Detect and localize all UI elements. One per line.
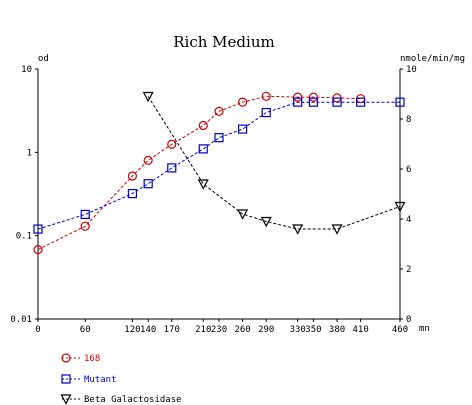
legend: 168 Mutant Beta Galactosidase [60,353,182,405]
data-point-168 [127,171,138,181]
data-point-168 [214,106,224,116]
data-point-beta-galactosidase [292,224,304,235]
series-line-168 [37,95,361,251]
data-point-mutant [395,97,405,107]
right-axis-ticks: 0 2 4 6 8 10 [400,65,417,325]
x-tick-label: 210 [195,325,211,335]
x-tick-label: 290 [258,325,274,335]
y-left-axis-label: od [38,54,49,64]
data-point-168 [167,139,177,149]
y-right-axis-label: nmole/min/mg [400,54,465,64]
y-right-tick-label: 8 [406,115,411,125]
y-right-tick-label: 6 [406,165,411,175]
data-point-168 [238,97,248,107]
data-point-beta-galactosidase [142,91,154,103]
y-right-tick-label: 4 [406,215,411,225]
data-point-beta-galactosidase [394,201,406,213]
data-point-mutant [127,188,138,199]
y-right-tick-label: 10 [406,65,417,75]
data-point-mutant [332,97,342,107]
y-left-tick-label: 0.01 [10,315,32,325]
data-point-beta-galactosidase [197,179,209,190]
x-tick-label: 60 [80,325,91,335]
x-tick-label: 120 [124,325,140,335]
data-point-mutant [356,97,366,107]
x-tick-label: 330 [290,325,306,335]
series-line-mutant [37,101,400,230]
chart-title: Rich Medium [173,33,274,51]
legend-label-168: 168 [84,354,100,364]
data-point-168 [293,92,303,102]
data-point-mutant [167,163,177,173]
x-tick-label: 140 [140,325,156,335]
y-left-tick-label: 10 [21,65,32,75]
x-axis-unit-label: mn [419,324,430,334]
legend-label-mutant: Mutant [84,375,117,385]
data-point-mutant [238,124,248,134]
x-tick-label: 460 [392,325,408,335]
legend-label-beta-galactosidase: Beta Galactosidase [84,395,182,405]
x-tick-label: 230 [211,325,227,335]
x-tick-label: 380 [329,325,345,335]
x-tick-label: 170 [164,325,180,335]
data-point-mutant [198,144,208,154]
y-right-tick-label: 2 [406,265,411,275]
data-point-168 [261,91,271,101]
series-layer [33,91,406,255]
x-tick-label: 0 [35,325,40,335]
data-point-168 [80,221,90,231]
data-point-168 [198,120,208,131]
data-point-mutant [214,133,224,143]
data-point-mutant [33,224,43,234]
data-point-168 [143,155,153,166]
data-point-168 [308,92,319,102]
data-point-168 [33,245,43,255]
x-axis-ticks: 0 60 120 140 170 210 230 260 290 330 350 380 410 460 [35,319,408,335]
y-right-tick-label: 0 [406,315,411,325]
data-point-mutant [80,209,90,219]
x-tick-label: 410 [353,325,369,335]
data-point-beta-galactosidase [331,224,343,235]
left-axis-ticks: 0.01 0.1 1 10 [10,65,38,325]
y-left-tick-label: 1 [27,148,32,158]
data-point-mutant [308,97,319,107]
data-point-beta-galactosidase [237,209,249,220]
data-point-mutant [293,97,303,107]
legend-marker-beta-galactosidase [60,394,72,405]
legend-marker-mutant [61,374,71,384]
data-point-beta-galactosidase [260,216,272,228]
y-left-tick-label: 0.1 [16,232,32,242]
data-point-mutant [143,179,153,189]
x-tick-label: 260 [234,325,250,335]
data-point-mutant [261,107,271,118]
legend-marker-168 [61,353,71,363]
x-tick-label: 350 [305,325,321,335]
series-line-beta-galactosidase [147,96,401,230]
